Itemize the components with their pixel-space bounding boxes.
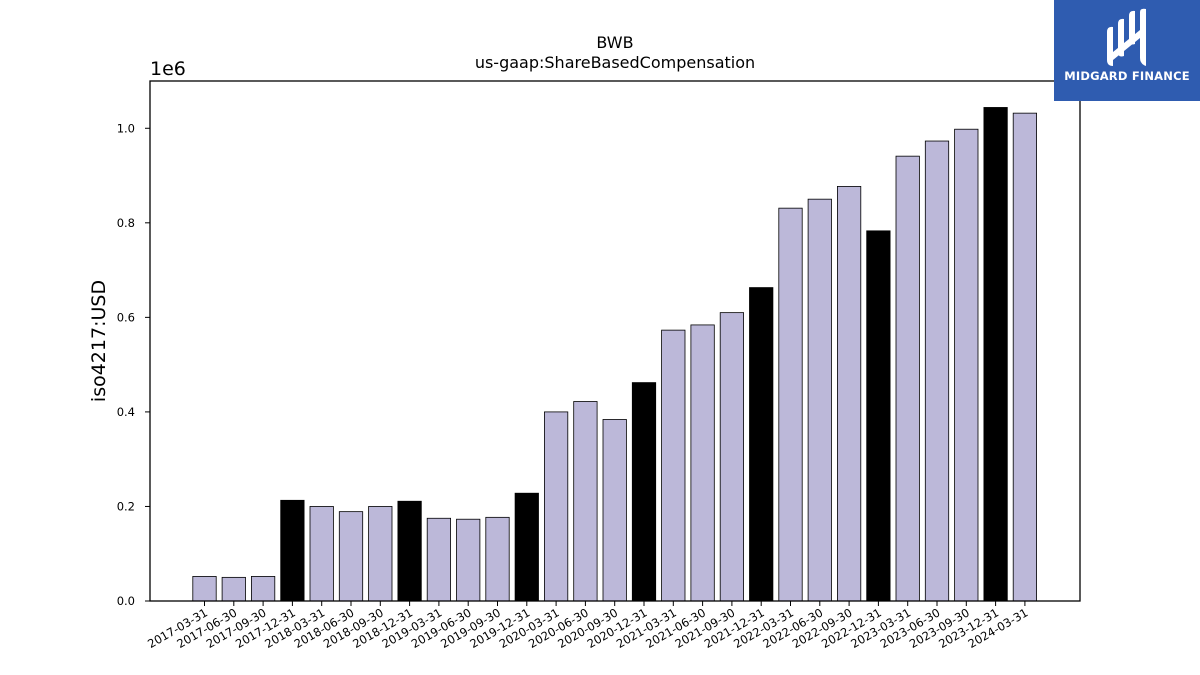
bar-2019-03-31 (426, 517, 452, 602)
bar-2022-12-31 (866, 230, 891, 602)
y-tick-label: 0.8 (117, 216, 135, 230)
plot-frame (149, 80, 1081, 602)
bar-2019-06-30 (456, 518, 481, 602)
bar-2018-03-31 (309, 506, 334, 602)
bar-2021-09-30 (719, 312, 745, 602)
bar-2018-09-30 (368, 506, 393, 602)
bar-2021-06-30 (690, 324, 715, 602)
bar-2024-03-31 (1012, 112, 1038, 602)
bar-2020-09-30 (602, 419, 627, 602)
y-tick-label: 0.0 (117, 594, 135, 608)
y-tick-label: 0.6 (117, 310, 135, 324)
y-tick-label: 1.0 (117, 121, 135, 135)
bar-2022-06-30 (807, 198, 832, 602)
logo-text: MIDGARD FINANCE (1064, 69, 1190, 83)
bar-2019-12-31 (514, 492, 539, 602)
logo-mark-icon (1107, 8, 1146, 67)
bar-2021-03-31 (661, 329, 686, 602)
bar-2017-03-31 (192, 576, 217, 602)
bar-2023-09-30 (954, 128, 979, 602)
bar-2018-06-30 (338, 511, 364, 602)
bar-2020-12-31 (631, 382, 657, 602)
bar-2022-09-30 (837, 186, 862, 602)
y-tick-label: 0.4 (117, 405, 135, 419)
bar-2018-12-31 (397, 500, 422, 602)
y-tick-label: 0.2 (117, 499, 135, 513)
bar-2020-03-31 (544, 411, 569, 602)
bar-2017-06-30 (221, 576, 246, 602)
y-axis-multiplier: 1e6 (150, 58, 186, 80)
bar-2021-12-31 (749, 287, 774, 602)
bar-2020-06-30 (573, 401, 598, 602)
bar-2023-06-30 (924, 140, 950, 602)
bar-2023-12-31 (983, 107, 1008, 602)
bar-2017-12-31 (280, 499, 305, 602)
chart-title: BWB (596, 33, 633, 52)
midgard-finance-logo: MIDGARD FINANCE (1054, 0, 1200, 101)
bar-2022-03-31 (778, 207, 803, 602)
y-axis-label: iso4217:USD (88, 280, 110, 402)
bar-2023-03-31 (895, 155, 920, 602)
bar-2019-09-30 (485, 516, 510, 602)
bar-2017-09-30 (250, 576, 276, 602)
chart-subtitle: us-gaap:ShareBasedCompensation (475, 53, 755, 72)
